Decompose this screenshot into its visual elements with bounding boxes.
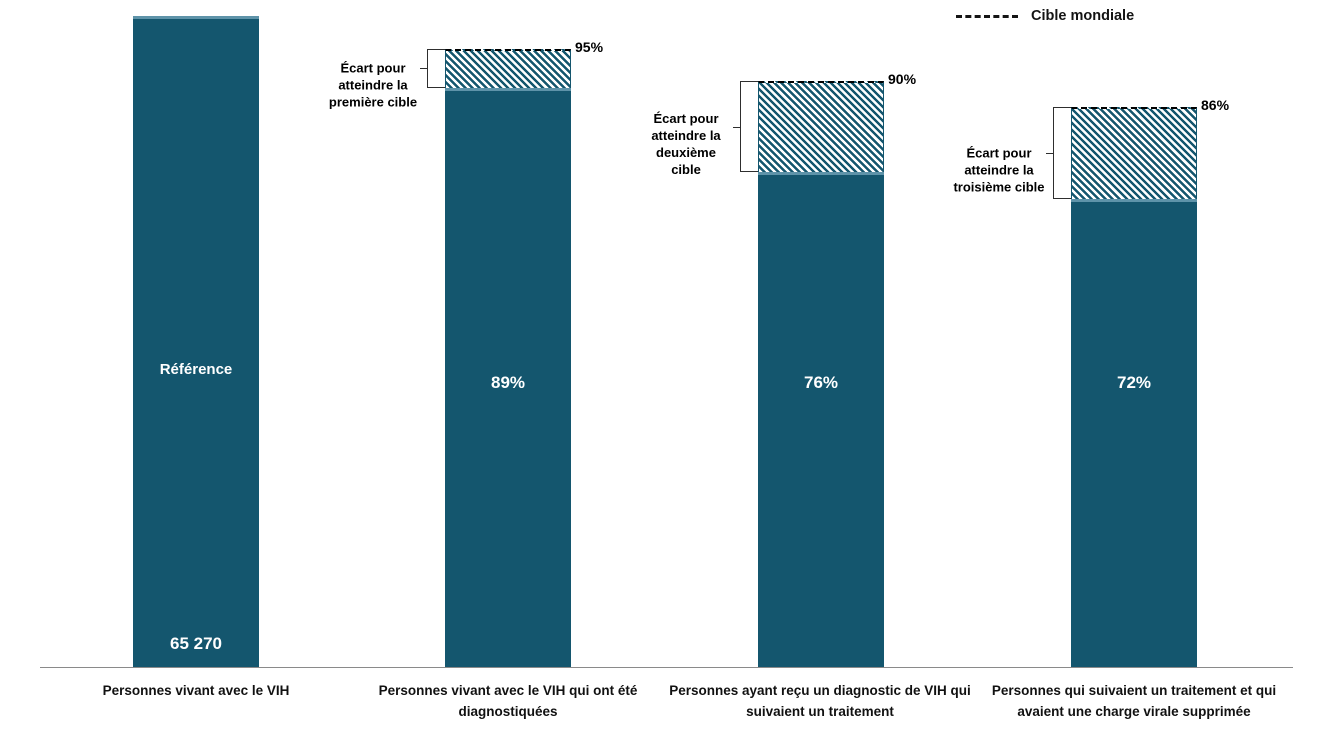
legend-label: Cible mondiale: [1031, 8, 1135, 24]
bar-virally-suppressed: [1071, 198, 1197, 668]
bar-on-treatment: [758, 172, 884, 668]
category-label-virally-suppressed: Personnes qui suivaient un traitement et…: [991, 683, 1277, 719]
legend: Cible mondiale: [956, 8, 1134, 24]
x-axis-line: [40, 667, 1293, 668]
gap-bracket-second: [733, 81, 758, 173]
target-percent-label-first: 95%: [575, 38, 604, 55]
bar-percent-label-diagnosed: 89%: [490, 373, 526, 392]
bar-diagnosed: [445, 87, 571, 668]
gap-bracket-third: [1046, 107, 1071, 199]
category-label-diagnosed: Personnes vivant avec le VIH qui ont été…: [378, 683, 638, 719]
plot-area: 95% 90% 86% Écart pour atteindre la prem…: [0, 16, 1318, 668]
gap-annotation-first-target: Écart pour atteindre la première cible: [328, 60, 418, 110]
bar-inner-label-reference: Référence: [159, 361, 233, 378]
gap-to-third-target-hatch: [1071, 107, 1197, 199]
bar-people-living-with-hiv: [133, 16, 259, 668]
bar-percent-label-suppressed: 72%: [1116, 373, 1152, 392]
target-percent-label-third: 86%: [1201, 97, 1230, 114]
target-percent-label-second: 90%: [888, 71, 917, 88]
category-label-on-treatment: Personnes ayant reçu un diagnostic de VI…: [669, 683, 971, 719]
gap-bracket-first: [420, 48, 445, 88]
gap-annotation-second-target: Écart pour atteindre la deuxième cible: [651, 111, 721, 177]
category-label-people-living-with-hiv: Personnes vivant avec le VIH: [102, 683, 290, 698]
bar-percent-label-on-treatment: 76%: [803, 373, 839, 392]
gap-annotation-third-target: Écart pour atteindre la troisième cible: [953, 145, 1045, 195]
global-target-dashed-line-icon: [956, 14, 1018, 18]
bar-reference-count: 65 270: [170, 634, 222, 653]
gap-to-second-target-hatch: [758, 81, 884, 173]
gap-to-first-target-hatch: [445, 48, 571, 88]
